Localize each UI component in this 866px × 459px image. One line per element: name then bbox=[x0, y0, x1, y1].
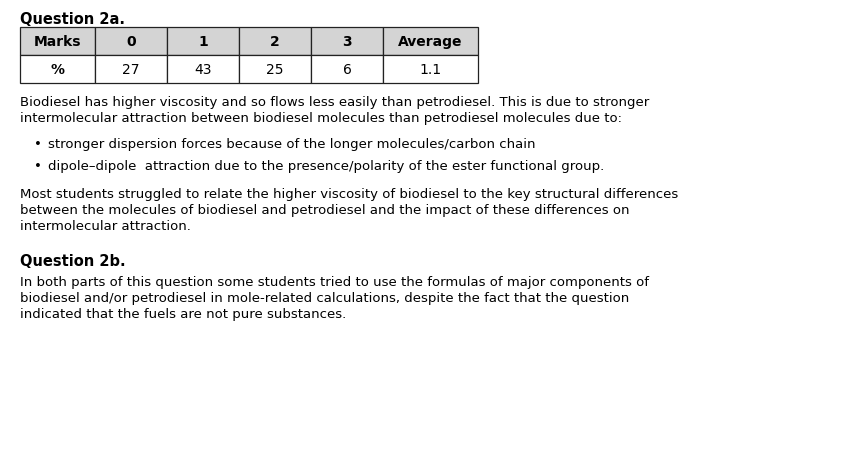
Text: biodiesel and/or petrodiesel in mole-related calculations, despite the fact that: biodiesel and/or petrodiesel in mole-rel… bbox=[20, 291, 630, 304]
Bar bbox=[239, 56, 311, 84]
Text: 27: 27 bbox=[122, 63, 139, 77]
Text: Biodiesel has higher viscosity and so flows less easily than petrodiesel. This i: Biodiesel has higher viscosity and so fl… bbox=[20, 96, 650, 109]
Bar bbox=[383, 28, 478, 56]
Text: indicated that the fuels are not pure substances.: indicated that the fuels are not pure su… bbox=[20, 308, 346, 320]
Text: %: % bbox=[50, 63, 64, 77]
Text: 43: 43 bbox=[194, 63, 212, 77]
Text: Marks: Marks bbox=[34, 35, 81, 49]
Text: 25: 25 bbox=[266, 63, 284, 77]
Text: 3: 3 bbox=[342, 35, 352, 49]
Text: dipole–dipole  attraction due to the presence/polarity of the ester functional g: dipole–dipole attraction due to the pres… bbox=[48, 160, 604, 173]
Bar bbox=[383, 56, 478, 84]
Bar bbox=[311, 56, 383, 84]
Text: Question 2b.: Question 2b. bbox=[20, 253, 126, 269]
Text: 2: 2 bbox=[270, 35, 280, 49]
Text: between the molecules of biodiesel and petrodiesel and the impact of these diffe: between the molecules of biodiesel and p… bbox=[20, 203, 630, 217]
Text: 0: 0 bbox=[126, 35, 136, 49]
Bar bbox=[20, 28, 95, 56]
Text: 6: 6 bbox=[343, 63, 352, 77]
Bar bbox=[239, 28, 311, 56]
Text: •: • bbox=[34, 138, 42, 151]
Bar bbox=[20, 56, 95, 84]
Text: Average: Average bbox=[398, 35, 462, 49]
Text: Question 2a.: Question 2a. bbox=[20, 12, 125, 27]
Text: 1: 1 bbox=[198, 35, 208, 49]
Text: •: • bbox=[34, 160, 42, 173]
Bar bbox=[311, 28, 383, 56]
Bar bbox=[167, 56, 239, 84]
Text: stronger dispersion forces because of the longer molecules/carbon chain: stronger dispersion forces because of th… bbox=[48, 138, 535, 151]
Text: Most students struggled to relate the higher viscosity of biodiesel to the key s: Most students struggled to relate the hi… bbox=[20, 188, 678, 201]
Bar bbox=[167, 28, 239, 56]
Bar bbox=[95, 56, 167, 84]
Text: intermolecular attraction between biodiesel molecules than petrodiesel molecules: intermolecular attraction between biodie… bbox=[20, 112, 622, 125]
Text: 1.1: 1.1 bbox=[419, 63, 442, 77]
Bar bbox=[95, 28, 167, 56]
Text: intermolecular attraction.: intermolecular attraction. bbox=[20, 219, 191, 233]
Text: In both parts of this question some students tried to use the formulas of major : In both parts of this question some stud… bbox=[20, 275, 649, 288]
